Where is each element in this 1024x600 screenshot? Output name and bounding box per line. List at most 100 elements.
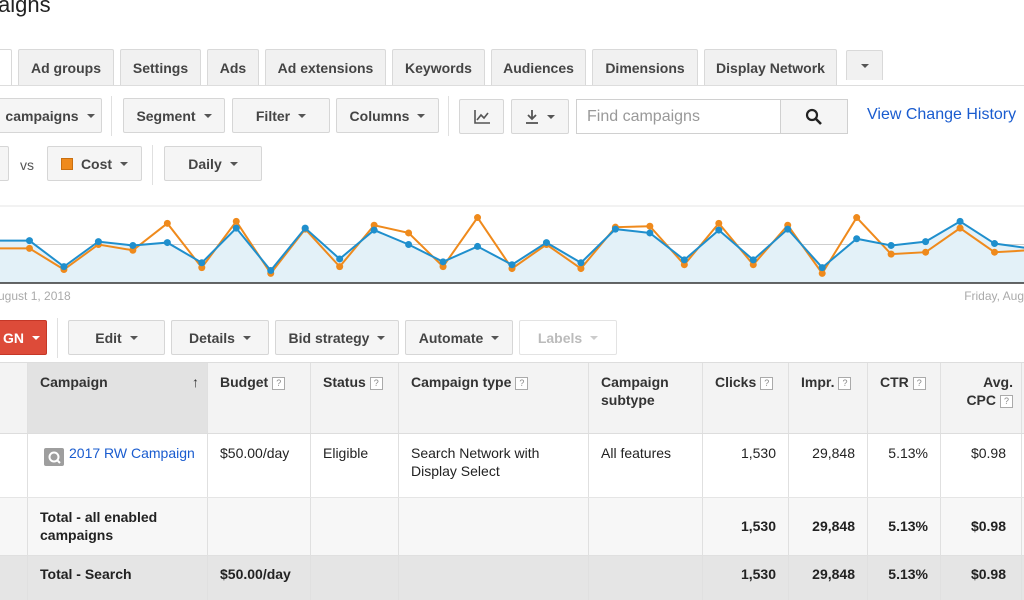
automate-button[interactable]: Automate <box>405 320 513 355</box>
series-1-point <box>646 229 654 237</box>
columns-button[interactable]: Columns <box>336 98 439 133</box>
status-cell: Eligible <box>311 434 399 497</box>
subtype-value: All features <box>601 445 672 461</box>
tab-ad-extensions[interactable]: Ad extensions <box>265 49 386 85</box>
header-avg-cpc[interactable]: Avg. CPC? <box>941 363 1022 433</box>
series-2-point <box>715 219 723 227</box>
header-ctr[interactable]: CTR? <box>868 363 941 433</box>
metric2-label: Cost <box>80 155 113 172</box>
help-icon[interactable]: ? <box>272 377 286 390</box>
header-campaign-type[interactable]: Campaign type? <box>399 363 589 433</box>
header-status[interactable]: Status? <box>311 363 399 433</box>
new-campaign-button[interactable]: GN <box>0 320 47 355</box>
chevron-down-icon <box>203 113 212 118</box>
tab-settings[interactable]: Settings <box>120 49 201 85</box>
empty-cell <box>311 556 399 600</box>
series-2-point <box>232 217 240 225</box>
cpc-value: $0.98 <box>970 445 1006 461</box>
empty-cell <box>208 498 311 555</box>
campaign-link[interactable]: 2017 RW Campaign <box>69 445 195 461</box>
filter-button[interactable]: Filter <box>232 98 330 133</box>
help-icon[interactable]: ? <box>369 377 383 390</box>
series-1-point <box>749 256 757 264</box>
search-campaign-icon <box>44 448 64 466</box>
series-1-point <box>784 225 792 233</box>
row-select[interactable] <box>0 434 28 497</box>
help-icon[interactable]: ? <box>912 377 926 390</box>
header-cpc-label: Avg. CPC <box>966 374 1013 408</box>
campaigns-filter-label: campaigns <box>5 107 79 124</box>
series-2-point <box>439 263 447 271</box>
header-campaign-subtype[interactable]: Campaign subtype <box>589 363 703 433</box>
edit-label: Edit <box>95 329 122 346</box>
total-search-row: Total - Search $50.00/day 1,530 29,848 5… <box>0 556 1024 600</box>
header-type-label: Campaign type <box>411 374 512 390</box>
series-2-point <box>956 224 964 232</box>
select-all-column[interactable] <box>0 363 28 433</box>
divider <box>152 145 153 185</box>
header-impr[interactable]: Impr.? <box>789 363 868 433</box>
tab-display-network[interactable]: Display Network <box>704 49 837 85</box>
segment-label: Segment <box>136 107 196 124</box>
header-status-label: Status <box>323 374 366 390</box>
automate-label: Automate <box>418 329 484 346</box>
header-budget[interactable]: Budget? <box>208 363 311 433</box>
series-1-point <box>956 217 964 225</box>
chart-start-date: ugust 1, 2018 <box>0 289 71 303</box>
total-enabled-clicks: 1,530 <box>703 498 789 555</box>
search-input[interactable] <box>576 99 781 134</box>
chevron-down-icon <box>32 335 40 340</box>
tab-audiences[interactable]: Audiences <box>491 49 586 85</box>
total-enabled-ctr: 5.13% <box>868 498 941 555</box>
total-search-label-cell: Total - Search <box>28 556 208 600</box>
help-icon[interactable]: ? <box>1000 395 1013 408</box>
segment-button[interactable]: Segment <box>123 98 225 133</box>
total-enabled-label-cell: Total - all enabled campaigns <box>28 498 208 555</box>
empty-cell <box>311 498 399 555</box>
chevron-down-icon <box>590 335 599 340</box>
help-icon[interactable]: ? <box>515 377 529 390</box>
chevron-down-icon <box>377 335 386 340</box>
total-enabled-ctr-value: 5.13% <box>888 518 928 534</box>
series-2-point <box>198 264 206 272</box>
tab-ad-groups[interactable]: Ad groups <box>18 49 114 85</box>
metric1-dropdown[interactable] <box>0 146 9 181</box>
tab-ads[interactable]: Ads <box>207 49 259 85</box>
search-button[interactable] <box>780 99 848 134</box>
header-clicks-label: Clicks <box>715 374 757 390</box>
empty-cell <box>399 498 589 555</box>
details-button[interactable]: Details <box>171 320 269 355</box>
chart-toggle-button[interactable] <box>459 99 504 134</box>
series-2-point <box>922 248 930 256</box>
series-2-point <box>577 265 585 273</box>
more-tabs-dropdown[interactable] <box>846 50 883 80</box>
ctr-cell: 5.13% <box>868 434 941 497</box>
campaigns-filter-button[interactable]: campaigns <box>0 98 102 133</box>
row-spacer <box>0 556 28 600</box>
edit-button[interactable]: Edit <box>68 320 165 355</box>
help-icon[interactable]: ? <box>760 377 774 390</box>
interval-dropdown[interactable]: Daily <box>164 146 262 181</box>
total-search-impr-value: 29,848 <box>812 566 855 582</box>
metric2-dropdown[interactable]: Cost <box>47 146 142 181</box>
series-2-point <box>991 248 999 256</box>
chevron-down-icon <box>129 335 138 340</box>
header-campaign[interactable]: Campaign ↑ <box>28 363 208 433</box>
download-icon <box>526 109 538 124</box>
chevron-down-icon <box>298 113 307 118</box>
tab-keywords[interactable]: Keywords <box>392 49 485 85</box>
series-1-point <box>129 241 137 249</box>
header-clicks[interactable]: Clicks? <box>703 363 789 433</box>
bid-strategy-button[interactable]: Bid strategy <box>275 320 399 355</box>
clicks-value: 1,530 <box>740 445 776 461</box>
tab-dimensions[interactable]: Dimensions <box>592 49 698 85</box>
type-value: Search Network with Display Select <box>411 445 540 479</box>
series-2-point <box>370 221 378 229</box>
tab-campaigns[interactable] <box>0 49 12 86</box>
sort-up-arrow-icon: ↑ <box>192 374 199 390</box>
help-icon[interactable]: ? <box>838 377 852 390</box>
header-campaign-label: Campaign <box>40 374 108 390</box>
view-change-history-link[interactable]: View Change History <box>867 106 1017 123</box>
bid-strategy-label: Bid strategy <box>288 329 370 346</box>
download-button[interactable] <box>511 99 569 134</box>
